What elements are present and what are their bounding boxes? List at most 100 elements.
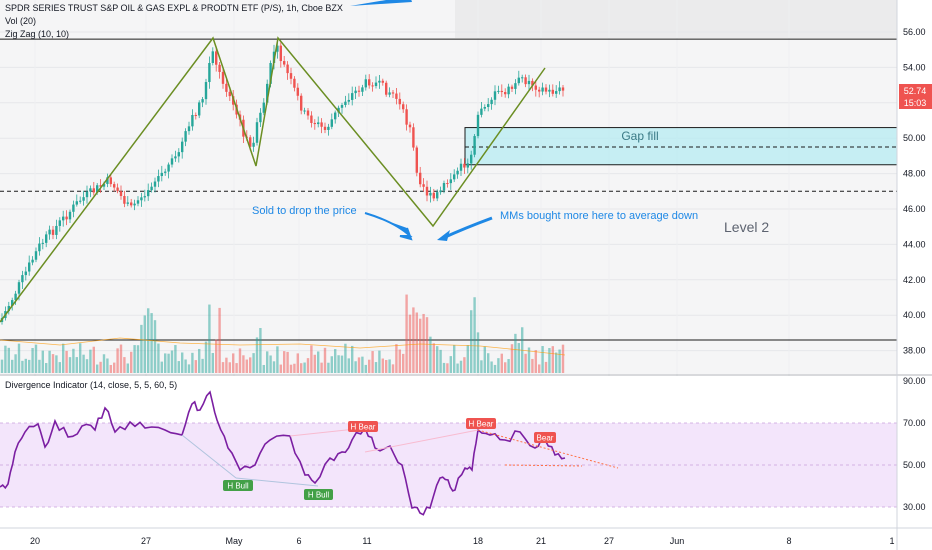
time-tick-label: 11 (362, 536, 371, 546)
volume-bar (490, 361, 493, 373)
divergence-line (181, 434, 237, 479)
oscillator-tick-label: 90.00 (903, 376, 926, 386)
candle (327, 126, 330, 130)
volume-bar (187, 364, 191, 373)
volume-bar (92, 346, 95, 373)
trend-line (477, 429, 619, 469)
volume-bars (0, 294, 566, 373)
candle (167, 164, 170, 172)
volume-bar (109, 364, 112, 373)
volume-bar (113, 362, 116, 373)
volume-bar (157, 343, 160, 373)
time-tick-label: May (225, 536, 243, 546)
price-pane-background (0, 0, 897, 374)
candle (41, 242, 44, 244)
candle (473, 136, 476, 155)
volume-bar (449, 356, 452, 373)
candle (58, 220, 61, 226)
price-tick-label: 46.00 (903, 204, 926, 214)
volume-bar (191, 352, 194, 373)
volume-bar (470, 310, 473, 373)
time-tick-label: 1 (889, 536, 894, 546)
volume-ma-line (0, 337, 566, 356)
candle (21, 275, 24, 283)
volume-bar (306, 358, 310, 373)
volume-bar (255, 337, 259, 373)
volume-bar (262, 364, 265, 373)
volume-bar (419, 318, 422, 373)
time-tick-label: Jun (670, 536, 685, 546)
volume-bar (143, 315, 146, 373)
volume-bar (286, 351, 289, 373)
volume-legend[interactable]: Vol (20) (5, 16, 37, 26)
oscillator-legend[interactable]: Divergence Indicator (14, close, 5, 5, 6… (5, 380, 178, 390)
volume-bar (55, 355, 58, 373)
candle (385, 82, 388, 95)
volume-bar (75, 357, 78, 373)
candle (357, 90, 361, 92)
volume-bar (119, 344, 123, 373)
volume-bar (102, 354, 106, 373)
candle (555, 91, 558, 94)
candle (531, 80, 534, 86)
volume-bar (391, 364, 395, 373)
volume-bar (381, 358, 384, 373)
candle (252, 142, 255, 147)
price-axis[interactable]: 56.0054.0052.0050.0048.0046.0044.0042.00… (903, 27, 926, 356)
candle (374, 82, 378, 87)
candle (48, 229, 51, 235)
candle (7, 305, 10, 312)
candle (330, 119, 333, 127)
candle (514, 83, 517, 89)
candle (439, 190, 442, 193)
candle (143, 196, 146, 198)
candle (354, 90, 357, 94)
volume-bar (551, 346, 554, 373)
volume-bar (272, 361, 276, 373)
candle (517, 77, 520, 84)
volume-bar (160, 361, 163, 373)
volume-bar (34, 344, 38, 373)
signal-badge (534, 432, 556, 443)
volume-bar (340, 355, 344, 373)
volume-bar (514, 333, 517, 373)
zigzag-line (0, 36, 546, 323)
oscillator-axis[interactable]: 90.00 70.00 50.00 30.00 (903, 376, 926, 512)
candle (51, 229, 55, 235)
time-axis[interactable]: 20 27 May 6 11 18 21 27 Jun 8 1 (30, 536, 895, 546)
volume-bar (133, 345, 136, 373)
time-tick-label: 27 (604, 536, 614, 546)
zigzag-legend[interactable]: Zig Zag (10, 10) (5, 29, 70, 39)
last-price-value: 52.74 (904, 86, 927, 96)
volume-bar (238, 348, 242, 373)
volume-bar (38, 359, 41, 373)
symbol-title[interactable]: SPDR SERIES TRUST S&P OIL & GAS EXPL & P… (5, 3, 343, 13)
signal-badge (348, 421, 378, 432)
candle (72, 204, 75, 212)
horizontal-levels (0, 38, 897, 341)
candle (283, 61, 286, 65)
volume-bar (442, 362, 446, 373)
candle (344, 101, 347, 105)
signal-badge-label: H Bear (351, 423, 376, 432)
candle (395, 93, 398, 99)
volume-bar (296, 353, 299, 373)
volume-bar (439, 349, 442, 373)
volume-bar (425, 317, 429, 373)
candle (391, 92, 395, 94)
volume-bar (293, 363, 296, 373)
candle (113, 184, 116, 188)
volume-bar (402, 353, 405, 373)
candle (371, 85, 374, 87)
volume-bar (558, 349, 561, 373)
volume-bar (259, 328, 262, 373)
volume-bar (500, 353, 503, 373)
signal-badge-label: H Bull (308, 491, 330, 500)
volume-bar (150, 313, 153, 373)
candle (215, 51, 218, 65)
volume-bar (561, 344, 565, 373)
candle (541, 87, 544, 92)
volume-bar (245, 359, 248, 373)
annotation-arrows (350, 0, 493, 241)
